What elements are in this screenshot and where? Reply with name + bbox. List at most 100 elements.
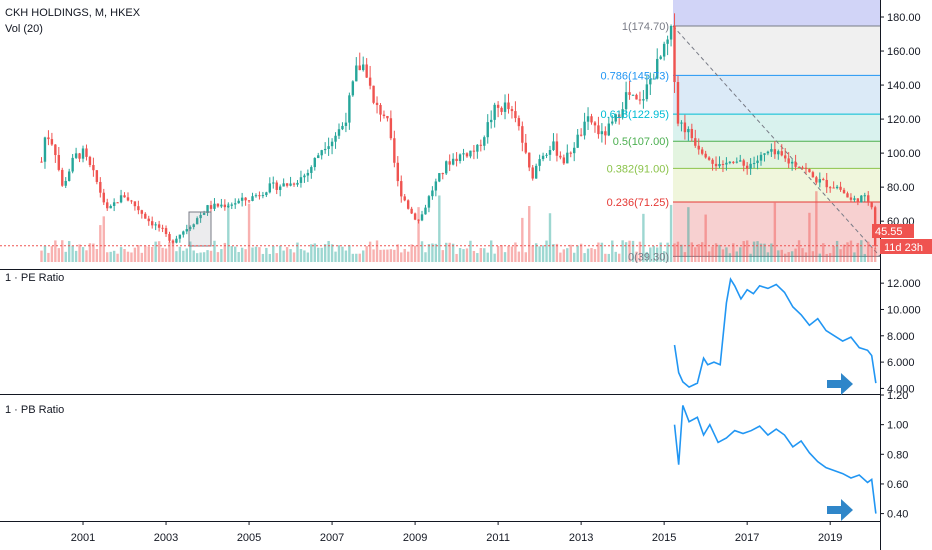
- candle-body: [617, 114, 621, 118]
- time-tick-label: 2019: [818, 532, 842, 544]
- volume-bar: [645, 251, 649, 262]
- volume-bars: [40, 191, 877, 262]
- candle-body: [683, 122, 687, 133]
- volume-bar: [846, 242, 849, 262]
- volume-bar: [240, 247, 244, 262]
- volume-bar: [375, 240, 379, 262]
- bar-countdown: 11d 23h: [884, 242, 923, 254]
- volume-bar: [57, 248, 61, 262]
- volume-bar: [368, 241, 372, 262]
- volume-bar: [137, 245, 140, 262]
- volume-bar: [164, 248, 168, 262]
- volume-bar: [597, 242, 600, 262]
- candle-body: [64, 180, 67, 186]
- volume-bar: [493, 253, 496, 262]
- candle-body: [195, 218, 199, 225]
- candle-body: [206, 205, 209, 213]
- volume-bar: [752, 241, 756, 262]
- volume-bar: [168, 241, 171, 262]
- volume-bar: [393, 249, 396, 262]
- volume-bar: [822, 243, 825, 262]
- candle-body: [815, 177, 818, 183]
- volume-bar: [182, 250, 185, 262]
- volume-bar: [334, 251, 337, 262]
- fibonacci-retracement[interactable]: [672, 0, 881, 257]
- volume-bar: [434, 243, 438, 262]
- candle-body: [244, 197, 247, 201]
- highlight-box[interactable]: [188, 211, 212, 247]
- fib-band: [673, 168, 880, 203]
- candle-body: [223, 204, 227, 208]
- candle-body: [237, 200, 240, 204]
- candle-body: [258, 195, 261, 197]
- candle-body: [130, 200, 133, 202]
- candle-body: [393, 138, 396, 163]
- candle-body: [849, 197, 853, 200]
- candle-body: [804, 167, 808, 170]
- volume-bar: [797, 240, 801, 262]
- pb-tick-label: 0.40: [887, 509, 908, 521]
- volume-bar: [687, 207, 690, 262]
- fib-band: [673, 114, 880, 142]
- volume-bar: [635, 251, 638, 262]
- symbol-title[interactable]: CKH HOLDINGS, M, HKEX: [5, 7, 141, 19]
- candle-body: [541, 155, 545, 160]
- volume-bar: [870, 246, 873, 262]
- last-price-value: 45.55: [875, 226, 903, 238]
- time-axis[interactable]: 2001 2003 2005 2007 2009 2011 2013 2015 2017 2019: [71, 521, 843, 544]
- candle-body: [240, 197, 244, 201]
- candle-body: [171, 240, 175, 243]
- volume-indicator-label[interactable]: Vol (20): [5, 23, 43, 35]
- volume-bar: [202, 252, 206, 262]
- candle-body: [514, 111, 517, 119]
- volume-bar: [462, 249, 465, 262]
- volume-bar: [621, 240, 624, 262]
- volume-bar: [614, 251, 617, 262]
- volume-bar: [99, 225, 102, 262]
- volume-bar: [559, 252, 562, 262]
- volume-bar: [268, 253, 272, 262]
- volume-bar: [666, 242, 669, 262]
- volume-bar: [209, 250, 213, 262]
- candle-body: [389, 118, 393, 139]
- volume-bar: [728, 253, 732, 262]
- volume-bar: [427, 244, 431, 262]
- volume-bar: [144, 245, 147, 262]
- pe-axis[interactable]: 4.000 6.000 8.000 10.000 12.000: [880, 278, 921, 395]
- pb-axis[interactable]: 0.40 0.60 0.80 1.00 1.20: [880, 390, 908, 521]
- candle-body: [227, 205, 230, 208]
- volume-bar: [348, 245, 351, 262]
- candle-body: [372, 85, 375, 103]
- candle-body: [614, 114, 617, 122]
- volume-bar: [355, 253, 358, 262]
- candle-body: [417, 219, 420, 221]
- candle-body: [472, 150, 476, 152]
- candle-body: [178, 234, 182, 239]
- volume-bar: [721, 249, 725, 262]
- candle-body: [285, 183, 289, 186]
- volume-bar: [216, 252, 220, 262]
- volume-bar: [337, 245, 341, 262]
- candle-body: [396, 162, 399, 182]
- fib-level-label: 0.236(71.25): [607, 197, 669, 209]
- volume-bar: [652, 245, 655, 262]
- volume-bar: [759, 243, 763, 262]
- candle-body: [749, 163, 752, 169]
- price-tick-label: 80.00: [887, 182, 915, 194]
- candle-body: [860, 195, 863, 203]
- volume-bar: [112, 250, 116, 262]
- candle-body: [483, 137, 486, 146]
- volume-bar: [496, 246, 500, 262]
- pe-ratio-label[interactable]: 1 · PE Ratio: [5, 272, 64, 284]
- candle-body: [528, 152, 531, 168]
- volume-bar: [396, 244, 399, 262]
- volume-bar: [195, 253, 199, 262]
- candle-body: [154, 224, 157, 226]
- arrow-right-icon: [827, 499, 853, 521]
- candle-body: [303, 175, 306, 178]
- candle-body: [230, 204, 233, 206]
- volume-bar: [126, 251, 130, 262]
- pb-ratio-label[interactable]: 1 · PB Ratio: [5, 404, 64, 416]
